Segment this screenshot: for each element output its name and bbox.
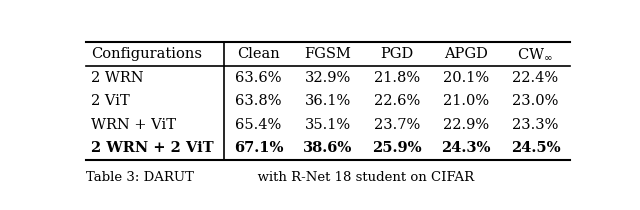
- Text: 25.9%: 25.9%: [372, 141, 422, 155]
- Text: 22.9%: 22.9%: [443, 118, 489, 132]
- Text: 2 WRN + 2 ViT: 2 WRN + 2 ViT: [91, 141, 214, 155]
- Text: 23.7%: 23.7%: [374, 118, 420, 132]
- Text: 20.1%: 20.1%: [443, 71, 489, 85]
- Text: FGSM: FGSM: [305, 47, 351, 61]
- Text: APGD: APGD: [444, 47, 488, 61]
- Text: WRN + ViT: WRN + ViT: [91, 118, 176, 132]
- Text: 23.0%: 23.0%: [512, 94, 559, 108]
- Text: Configurations: Configurations: [91, 47, 202, 61]
- Text: 65.4%: 65.4%: [236, 118, 282, 132]
- Text: 63.8%: 63.8%: [236, 94, 282, 108]
- Text: 21.8%: 21.8%: [374, 71, 420, 85]
- Text: PGD: PGD: [380, 47, 413, 61]
- Text: Table 3: DARUT               with R-Net 18 student on CIFAR: Table 3: DARUT with R-Net 18 student on …: [86, 171, 474, 184]
- Text: Clean: Clean: [237, 47, 280, 61]
- Text: 63.6%: 63.6%: [236, 71, 282, 85]
- Text: 22.4%: 22.4%: [513, 71, 559, 85]
- Text: 2 WRN: 2 WRN: [91, 71, 143, 85]
- Text: 22.6%: 22.6%: [374, 94, 420, 108]
- Text: 2 ViT: 2 ViT: [91, 94, 130, 108]
- Text: 24.5%: 24.5%: [511, 141, 560, 155]
- Text: 67.1%: 67.1%: [234, 141, 284, 155]
- Text: 21.0%: 21.0%: [443, 94, 489, 108]
- Text: 32.9%: 32.9%: [305, 71, 351, 85]
- Text: CW$_\infty$: CW$_\infty$: [518, 46, 554, 62]
- Text: 24.3%: 24.3%: [442, 141, 491, 155]
- Text: 38.6%: 38.6%: [303, 141, 353, 155]
- Text: 36.1%: 36.1%: [305, 94, 351, 108]
- Text: 23.3%: 23.3%: [512, 118, 559, 132]
- Text: 35.1%: 35.1%: [305, 118, 351, 132]
